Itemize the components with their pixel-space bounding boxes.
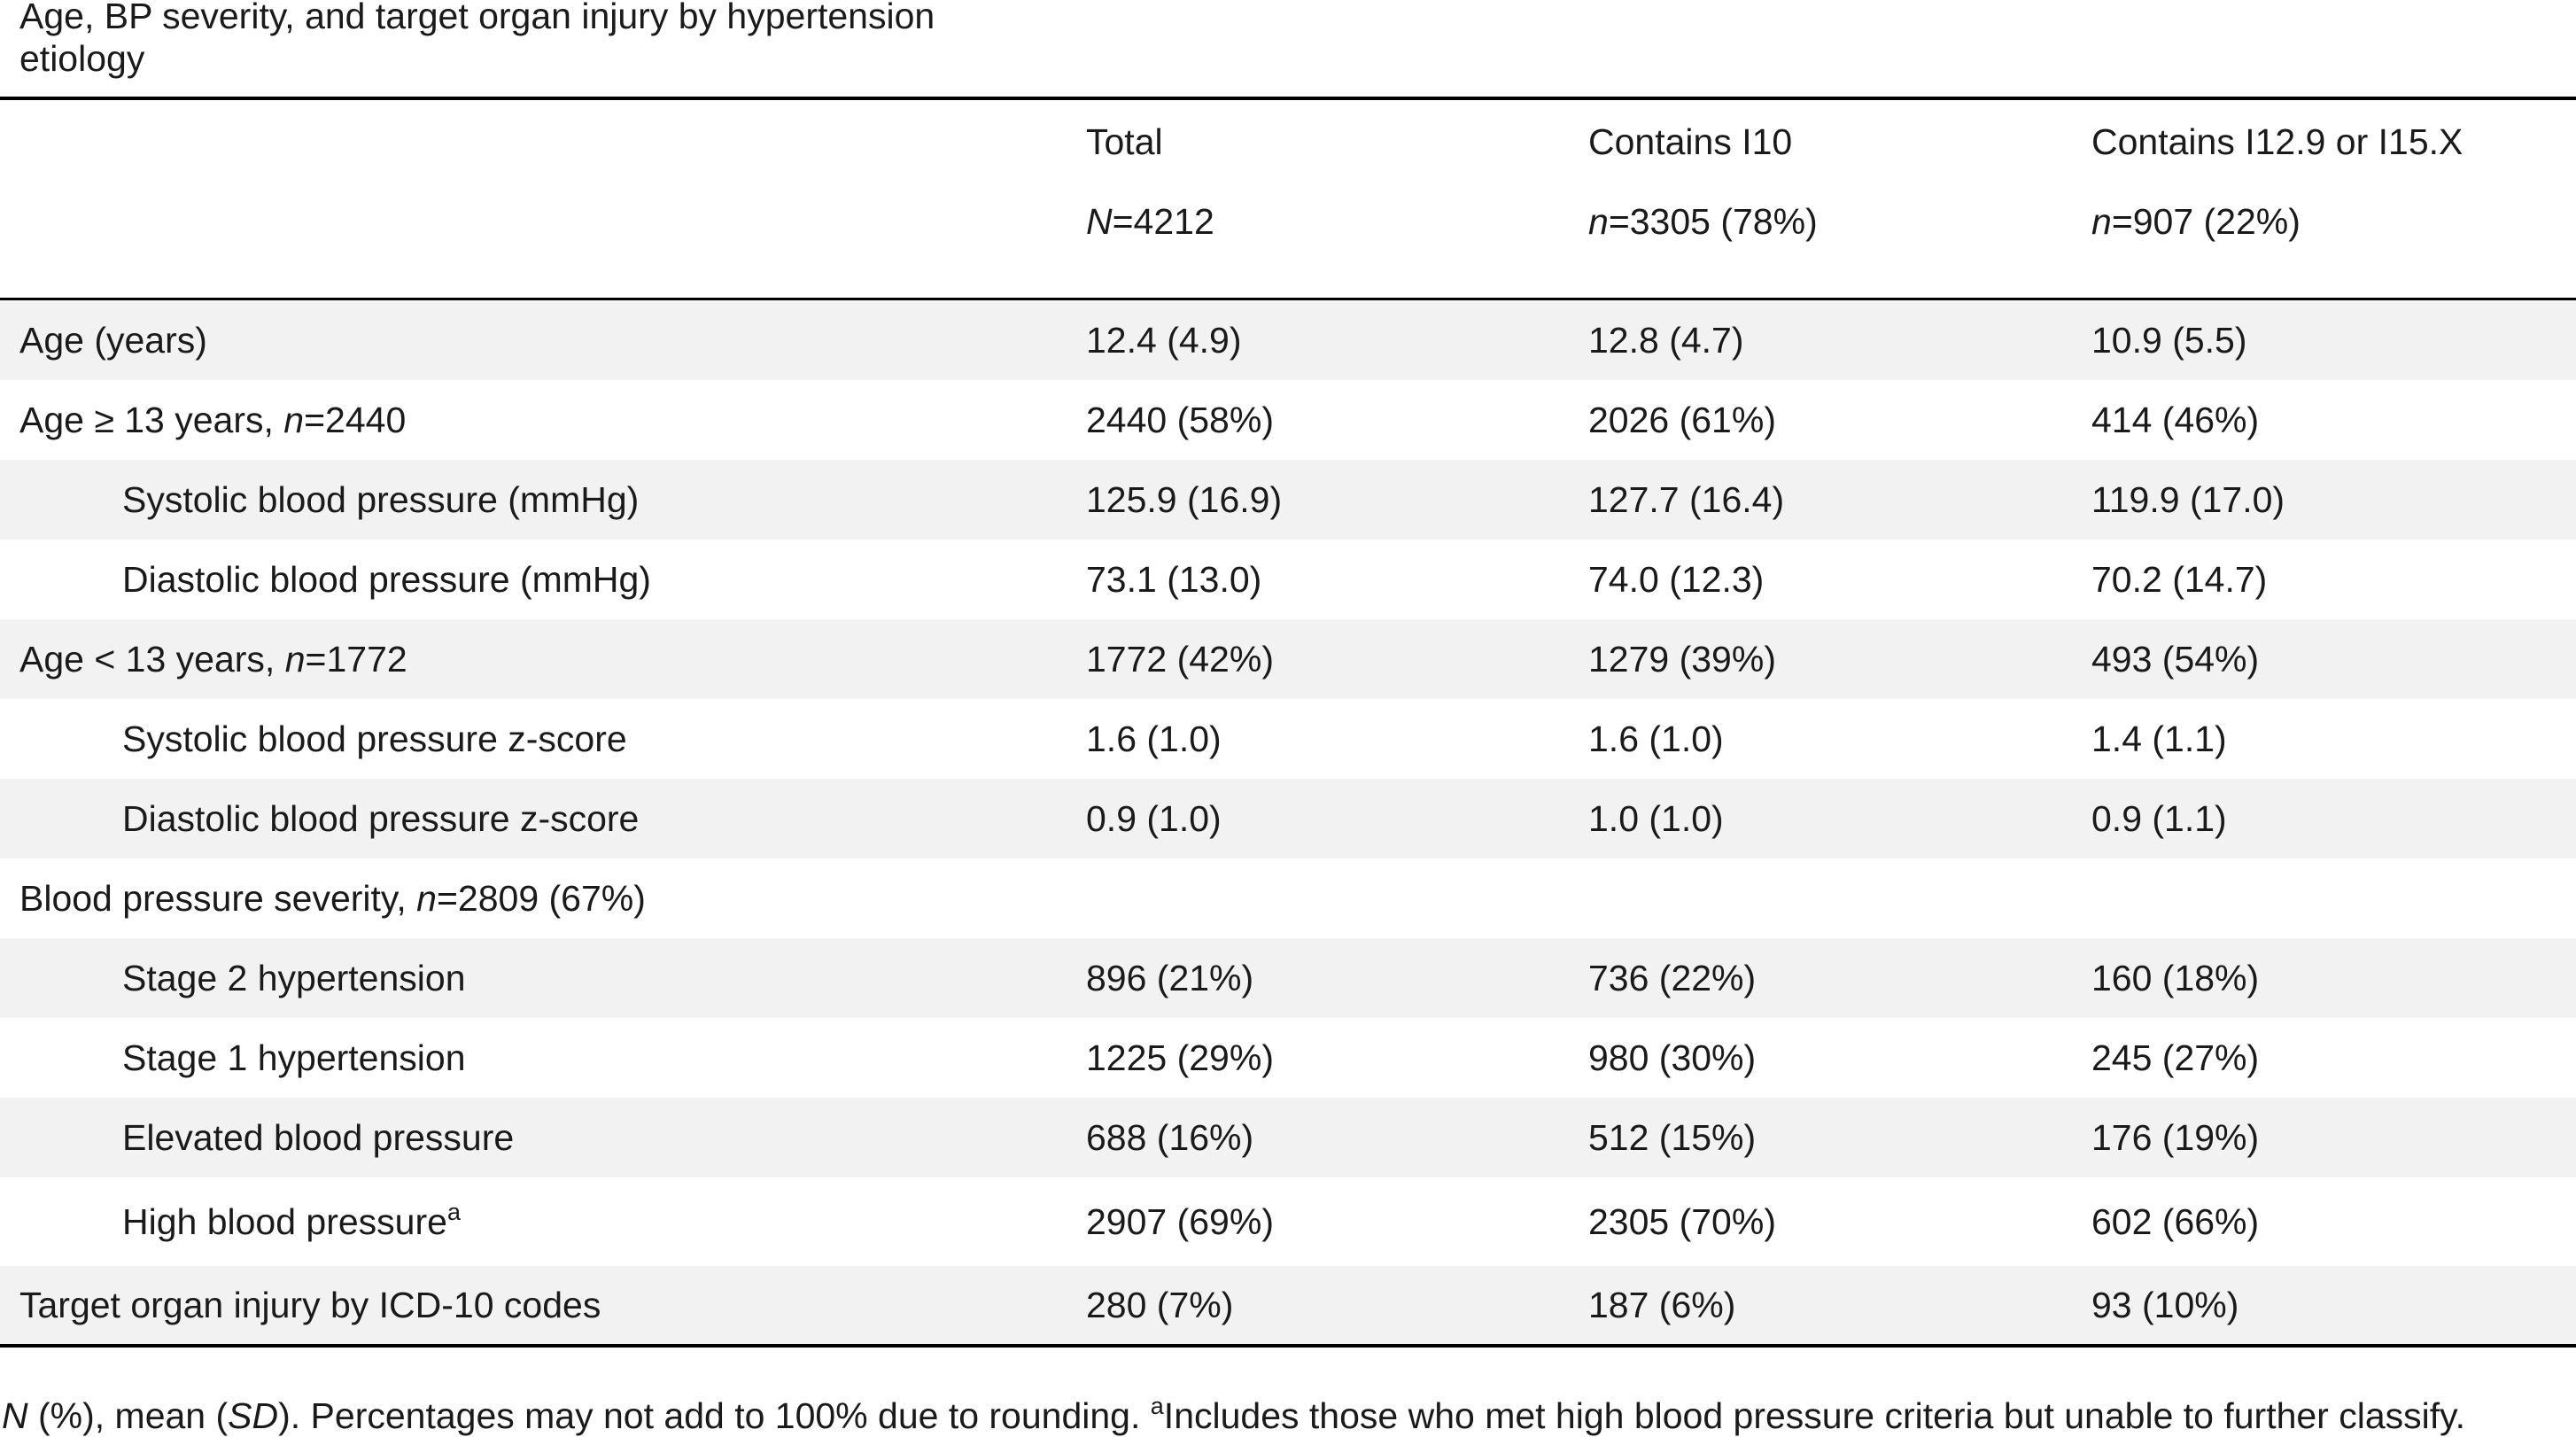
cell-i10: 512 (15%) xyxy=(1588,1117,1757,1158)
row-label: Stage 1 hypertension xyxy=(122,1037,466,1078)
table-row: Age ≥ 13 years, n=2440 2440 (58%) 2026 (… xyxy=(0,380,2576,460)
cell-i10: 12.8 (4.7) xyxy=(1588,320,1744,361)
cell-i12: 176 (19%) xyxy=(2091,1117,2260,1158)
row-label: Elevated blood pressure xyxy=(122,1117,515,1158)
cell-i12: 93 (10%) xyxy=(2091,1285,2239,1325)
cell-i10: 74.0 (12.3) xyxy=(1588,559,1765,600)
cell-i12: 119.9 (17.0) xyxy=(2091,479,2285,520)
cell-i12: 1.4 (1.1) xyxy=(2091,718,2227,759)
header-i10-label: Contains I10 xyxy=(1588,121,1793,162)
row-label: Blood pressure severity, n=2809 (67%) xyxy=(19,878,646,919)
header-i12-label: Contains I12.9 or I15.X xyxy=(2091,121,2463,162)
cell-total: 1772 (42%) xyxy=(1086,639,1274,680)
cell-i12: 70.2 (14.7) xyxy=(2091,559,2268,600)
table-row: Diastolic blood pressure z-score 0.9 (1.… xyxy=(0,779,2576,858)
header-rule xyxy=(0,298,2576,300)
footnote-marker: a xyxy=(446,1199,461,1225)
table-row: Systolic blood pressure z-score 1.6 (1.0… xyxy=(0,699,2576,779)
table-row: Age < 13 years, n=1772 1772 (42%) 1279 (… xyxy=(0,619,2576,699)
cell-i12: 0.9 (1.1) xyxy=(2091,798,2227,839)
cell-i10: 187 (6%) xyxy=(1588,1285,1736,1325)
cell-i12: 414 (46%) xyxy=(2091,400,2260,440)
row-label: Systolic blood pressure z-score xyxy=(122,718,627,759)
cell-total: 688 (16%) xyxy=(1086,1117,1254,1158)
row-label: Diastolic blood pressure z-score xyxy=(122,798,640,839)
cell-i12: 493 (54%) xyxy=(2091,639,2260,680)
row-label: Diastolic blood pressure (mmHg) xyxy=(122,559,651,600)
row-label: Stage 2 hypertension xyxy=(122,958,466,998)
cell-i10: 127.7 (16.4) xyxy=(1588,479,1785,520)
top-rule xyxy=(0,97,2576,100)
cell-i12: 10.9 (5.5) xyxy=(2091,320,2247,361)
table-caption: Age, BP severity, and target organ injur… xyxy=(19,0,935,79)
cell-i10: 736 (22%) xyxy=(1588,958,1757,998)
cell-total: 12.4 (4.9) xyxy=(1086,320,1242,361)
cell-i10: 2305 (70%) xyxy=(1588,1201,1776,1242)
cell-total: 2907 (69%) xyxy=(1086,1201,1274,1242)
table-row: Blood pressure severity, n=2809 (67%) xyxy=(0,858,2576,938)
table-row: Stage 2 hypertension 896 (21%) 736 (22%)… xyxy=(0,938,2576,1018)
cell-total: 0.9 (1.0) xyxy=(1086,798,1222,839)
row-label: Age < 13 years, n=1772 xyxy=(19,639,407,680)
cell-total: 125.9 (16.9) xyxy=(1086,479,1283,520)
cell-total: 2440 (58%) xyxy=(1086,400,1274,440)
header-i10-count: n=3305 (78%) xyxy=(1588,201,1818,242)
bottom-rule xyxy=(0,1344,2576,1348)
table-row: Age (years) 12.4 (4.9) 12.8 (4.7) 10.9 (… xyxy=(0,300,2576,380)
table-row: High blood pressurea 2907 (69%) 2305 (70… xyxy=(0,1177,2576,1266)
header-total-count: N=4212 xyxy=(1086,201,1214,242)
cell-total: 73.1 (13.0) xyxy=(1086,559,1262,600)
table-row: Systolic blood pressure (mmHg) 125.9 (16… xyxy=(0,460,2576,540)
cell-total: 1225 (29%) xyxy=(1086,1037,1274,1078)
cell-total: 280 (7%) xyxy=(1086,1285,1234,1325)
cell-i10: 1.6 (1.0) xyxy=(1588,718,1724,759)
header-row-labels: Total Contains I10 Contains I12.9 or I15… xyxy=(0,122,2576,161)
row-label: Age (years) xyxy=(19,320,207,361)
row-label: High blood pressurea xyxy=(122,1199,461,1243)
cell-i10: 1.0 (1.0) xyxy=(1588,798,1724,839)
header-total-label: Total xyxy=(1086,121,1163,162)
table-footnote: N (%), mean (SD). Percentages may not ad… xyxy=(2,1393,2465,1437)
header-i12-count: n=907 (22%) xyxy=(2091,201,2301,242)
row-label: Target organ injury by ICD-10 codes xyxy=(19,1285,601,1325)
header-row-counts: N=4212 n=3305 (78%) n=907 (22%) xyxy=(0,202,2576,241)
cell-i12: 160 (18%) xyxy=(2091,958,2260,998)
cell-i12: 602 (66%) xyxy=(2091,1201,2260,1242)
cell-i10: 2026 (61%) xyxy=(1588,400,1776,440)
row-label: Systolic blood pressure (mmHg) xyxy=(122,479,640,520)
table-row: Elevated blood pressure 688 (16%) 512 (1… xyxy=(0,1098,2576,1177)
row-label: Age ≥ 13 years, n=2440 xyxy=(19,400,407,440)
table-row: Stage 1 hypertension 1225 (29%) 980 (30%… xyxy=(0,1018,2576,1098)
cell-i12: 245 (27%) xyxy=(2091,1037,2260,1078)
table-row: Target organ injury by ICD-10 codes 280 … xyxy=(0,1266,2576,1344)
table-row: Diastolic blood pressure (mmHg) 73.1 (13… xyxy=(0,540,2576,619)
cell-total: 1.6 (1.0) xyxy=(1086,718,1222,759)
cell-total: 896 (21%) xyxy=(1086,958,1254,998)
cell-i10: 980 (30%) xyxy=(1588,1037,1757,1078)
cell-i10: 1279 (39%) xyxy=(1588,639,1776,680)
